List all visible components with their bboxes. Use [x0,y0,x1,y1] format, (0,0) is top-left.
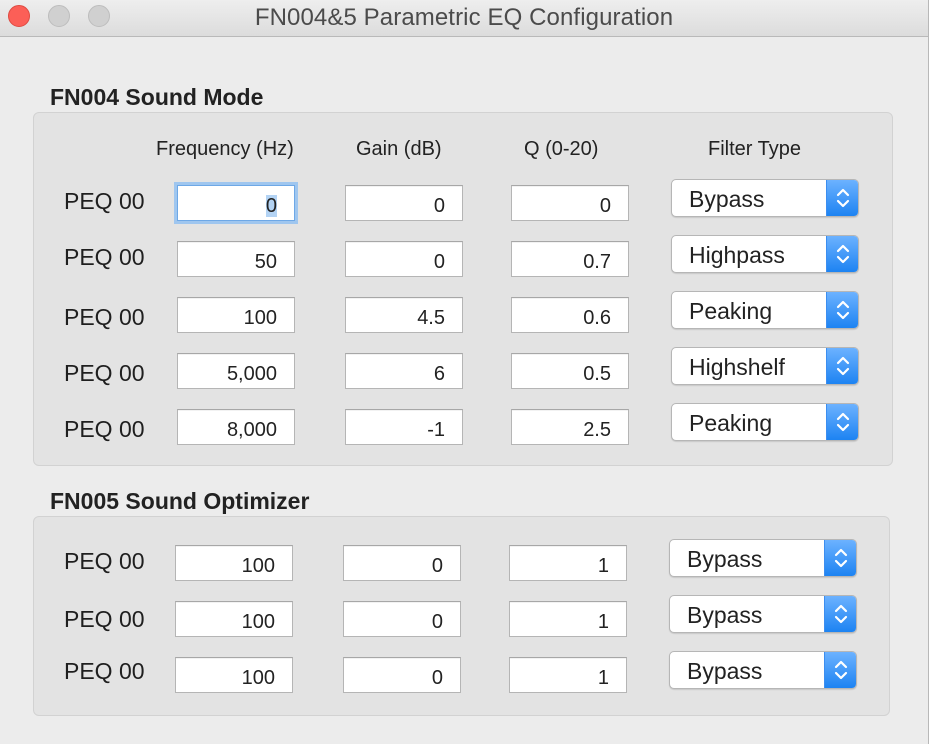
fn004-frequency-field[interactable]: 5,000 [177,353,295,389]
fn005-gain-field[interactable]: 0 [343,545,461,581]
fn004-filter-type-select[interactable]: Peaking [671,291,859,329]
fn004-filter-type-select[interactable]: Highshelf [671,347,859,385]
fn005-frequency-field[interactable]: 100 [175,657,293,693]
gain-column-header: Gain (dB) [356,138,442,160]
fn004-frequency-field[interactable]: 0 [177,185,295,221]
filter-type-value: Peaking [689,298,773,324]
q-column-header: Q (0-20) [524,138,599,160]
fn004-filter-type-select[interactable]: Highpass [671,235,859,273]
zoom-icon[interactable] [88,5,110,27]
filter-type-value: Bypass [687,658,763,684]
selected-text: 0 [265,195,277,217]
window-title: FN004&5 Parametric EQ Configuration [254,4,674,31]
fn004-frequency-field[interactable]: 8,000 [177,409,295,445]
fn005-filter-type-select[interactable]: Bypass [669,539,857,577]
filter-type-column-header: Filter Type [708,138,801,160]
fn004-q-field[interactable]: 0 [511,185,629,221]
fn004-row-label: PEQ 00 [64,188,145,214]
fn005-frequency-field[interactable]: 100 [175,601,293,637]
fn004-q-field[interactable]: 0.7 [511,241,629,277]
filter-type-value: Highshelf [689,354,785,380]
fn005-q-field[interactable]: 1 [509,601,627,637]
desktop-edge [929,0,934,744]
fn005-q-field[interactable]: 1 [509,545,627,581]
fn004-gain-field[interactable]: -1 [345,409,463,445]
fn004-q-field[interactable]: 0.6 [511,297,629,333]
frequency-column-header: Frequency (Hz) [156,138,294,160]
fn004-row-label: PEQ 00 [64,304,145,330]
chevron-up-down-icon [826,292,858,328]
fn004-frequency-field[interactable]: 100 [177,297,295,333]
fn004-filter-type-select[interactable]: Bypass [671,179,859,217]
fn005-filter-type-select[interactable]: Bypass [669,651,857,689]
fn005-section-title: FN005 Sound Optimizer [50,488,310,514]
fn004-gain-field[interactable]: 0 [345,185,463,221]
chevron-up-down-icon [824,596,856,632]
chevron-up-down-icon [824,652,856,688]
fn004-q-field[interactable]: 2.5 [511,409,629,445]
chevron-up-down-icon [826,180,858,216]
fn004-gain-field[interactable]: 4.5 [345,297,463,333]
fn005-frequency-field[interactable]: 100 [175,545,293,581]
fn004-filter-type-select[interactable]: Peaking [671,403,859,441]
fn004-row-label: PEQ 00 [64,416,145,442]
chevron-up-down-icon [826,236,858,272]
fn005-row-label: PEQ 00 [64,606,145,632]
fn004-q-field[interactable]: 0.5 [511,353,629,389]
title-bar[interactable]: FN004&5 Parametric EQ Configuration [0,0,928,37]
chevron-up-down-icon [826,348,858,384]
chevron-up-down-icon [824,540,856,576]
fn005-filter-type-select[interactable]: Bypass [669,595,857,633]
fn004-gain-field[interactable]: 6 [345,353,463,389]
fn005-gain-field[interactable]: 0 [343,601,461,637]
fn005-gain-field[interactable]: 0 [343,657,461,693]
filter-type-value: Highpass [689,242,785,268]
fn004-gain-field[interactable]: 0 [345,241,463,277]
fn004-section-title: FN004 Sound Mode [50,84,264,110]
chevron-up-down-icon [826,404,858,440]
filter-type-value: Bypass [689,186,765,212]
fn004-row-label: PEQ 00 [64,360,145,386]
filter-type-value: Bypass [687,546,763,572]
minimize-icon[interactable] [48,5,70,27]
fn005-q-field[interactable]: 1 [509,657,627,693]
fn005-row-label: PEQ 00 [64,658,145,684]
close-icon[interactable] [8,5,30,27]
fn005-row-label: PEQ 00 [64,548,145,574]
filter-type-value: Peaking [689,410,773,436]
fn004-frequency-field[interactable]: 50 [177,241,295,277]
fn004-row-label: PEQ 00 [64,244,145,270]
filter-type-value: Bypass [687,602,763,628]
